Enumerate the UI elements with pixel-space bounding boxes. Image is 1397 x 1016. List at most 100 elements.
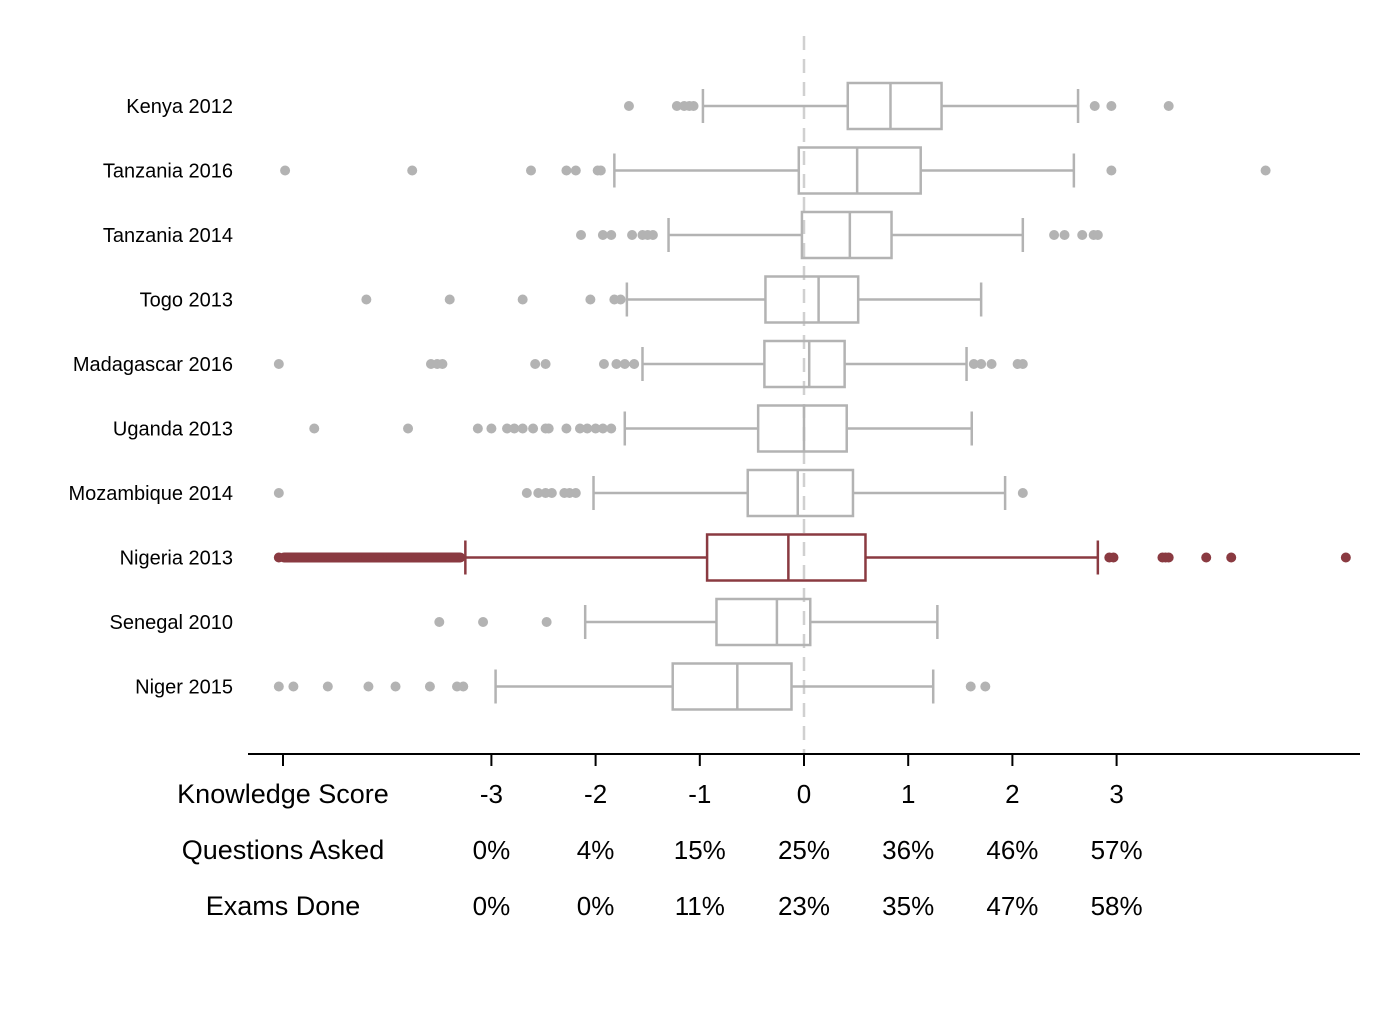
category-label: Madagascar 2016: [73, 354, 233, 376]
outlier-point: [533, 488, 544, 498]
box-row: Kenya 2012: [126, 81, 1174, 131]
iqr-box: [746, 468, 855, 518]
outlier-point: [288, 681, 299, 692]
outlier-point: [322, 681, 333, 692]
outlier-point: [1260, 165, 1271, 176]
outlier-point: [517, 423, 528, 434]
score-table-layer: Knowledge Score -3 -2 -1 0 1 2 3 Questions Asked…: [177, 779, 1142, 921]
outlier-point: [530, 359, 541, 369]
outlier-point: [437, 359, 448, 369]
outlier-point: [403, 423, 414, 434]
outlier-point: [1340, 552, 1351, 563]
outlier-point: [423, 552, 434, 563]
table-cell-value: 46%: [986, 835, 1038, 865]
box-row: Tanzania 2016: [103, 146, 1271, 195]
outlier-point: [398, 552, 409, 563]
outlier-point: [348, 552, 359, 563]
outlier-point: [273, 552, 284, 563]
outlier-point: [1163, 101, 1174, 111]
outlier-point: [311, 552, 322, 563]
outlier-point: [273, 488, 284, 498]
outlier-point: [486, 423, 497, 434]
iqr-box: [671, 662, 793, 711]
outlier-point: [1201, 552, 1212, 563]
box-row: Madagascar 2016: [73, 339, 1028, 389]
outlier-point: [598, 359, 609, 369]
outlier-point: [273, 681, 284, 692]
outlier-point: [619, 359, 630, 369]
outlier-point: [1017, 488, 1028, 498]
outlier-point: [688, 101, 699, 111]
outlier-point: [606, 423, 617, 434]
table-cell-value: 0%: [577, 891, 615, 921]
outlier-point: [1049, 230, 1060, 240]
box-row: Tanzania 2014: [103, 210, 1103, 260]
outlier-point: [336, 552, 347, 563]
outlier-point: [595, 165, 606, 176]
outlier-point: [965, 681, 976, 692]
outlier-point: [570, 165, 581, 176]
outlier-point: [361, 294, 372, 305]
box-row: Niger 2015: [135, 662, 991, 711]
outlier-point: [671, 101, 682, 111]
category-label: Uganda 2013: [113, 419, 233, 441]
outlier-point: [1226, 552, 1237, 563]
iqr-box: [846, 81, 943, 131]
table-cell-value: 11%: [675, 891, 725, 921]
outlier-point: [647, 230, 658, 240]
table-cell-value: 57%: [1091, 835, 1143, 865]
iqr-box: [715, 597, 812, 647]
outlier-point: [444, 294, 455, 305]
table-cell-value: 25%: [778, 835, 830, 865]
table-cell-value: 47%: [986, 891, 1038, 921]
table-row-label: Exams Done: [206, 891, 361, 921]
table-cell-value: 58%: [1091, 891, 1143, 921]
outlier-point: [1108, 552, 1119, 563]
outlier-point: [1106, 165, 1117, 176]
iqr-box: [800, 210, 893, 260]
outlier-point: [517, 294, 528, 305]
outlier-point: [574, 423, 585, 434]
iqr-box: [797, 146, 922, 195]
outlier-point: [525, 165, 536, 176]
outlier-point: [411, 552, 422, 563]
category-label: Niger 2015: [135, 677, 233, 699]
outlier-point: [502, 423, 513, 434]
outlier-point: [424, 681, 435, 692]
category-label: Senegal 2010: [110, 612, 233, 634]
outlier-point: [585, 294, 596, 305]
category-label: Togo 2013: [140, 290, 233, 312]
outlier-point: [980, 681, 991, 692]
box-rows-layer: Kenya 2012 Tanzania 2016 Tanzania 2014 Togo…: [68, 81, 1351, 711]
table-cell-value: 15%: [674, 835, 726, 865]
iqr-box: [705, 533, 867, 582]
outlier-point: [561, 423, 572, 434]
outlier-point: [386, 552, 397, 563]
outlier-point: [629, 359, 640, 369]
outlier-point: [611, 359, 622, 369]
outlier-point: [968, 359, 979, 369]
outlier-point: [1163, 552, 1174, 563]
table-cell-value: 1: [901, 779, 915, 809]
outlier-point: [528, 423, 539, 434]
table-cell-value: 0%: [473, 891, 511, 921]
outlier-point: [986, 359, 997, 369]
outlier-point: [509, 423, 520, 434]
outlier-point: [1059, 230, 1070, 240]
iqr-box: [764, 275, 860, 324]
outlier-point: [1092, 230, 1103, 240]
outlier-point: [323, 552, 334, 563]
category-label: Tanzania 2016: [103, 161, 233, 183]
table-cell-value: 36%: [882, 835, 934, 865]
table-cell-value: 4%: [577, 835, 615, 865]
outlier-point: [434, 617, 445, 627]
table-cell-value: -2: [584, 779, 607, 809]
category-label: Kenya 2012: [126, 96, 233, 118]
outlier-point: [576, 230, 587, 240]
outlier-point: [373, 552, 384, 563]
outlier-point: [546, 488, 557, 498]
x-axis-layer: [248, 753, 1360, 766]
outlier-point: [361, 552, 372, 563]
outlier-point: [363, 681, 374, 692]
outlier-point: [540, 359, 551, 369]
